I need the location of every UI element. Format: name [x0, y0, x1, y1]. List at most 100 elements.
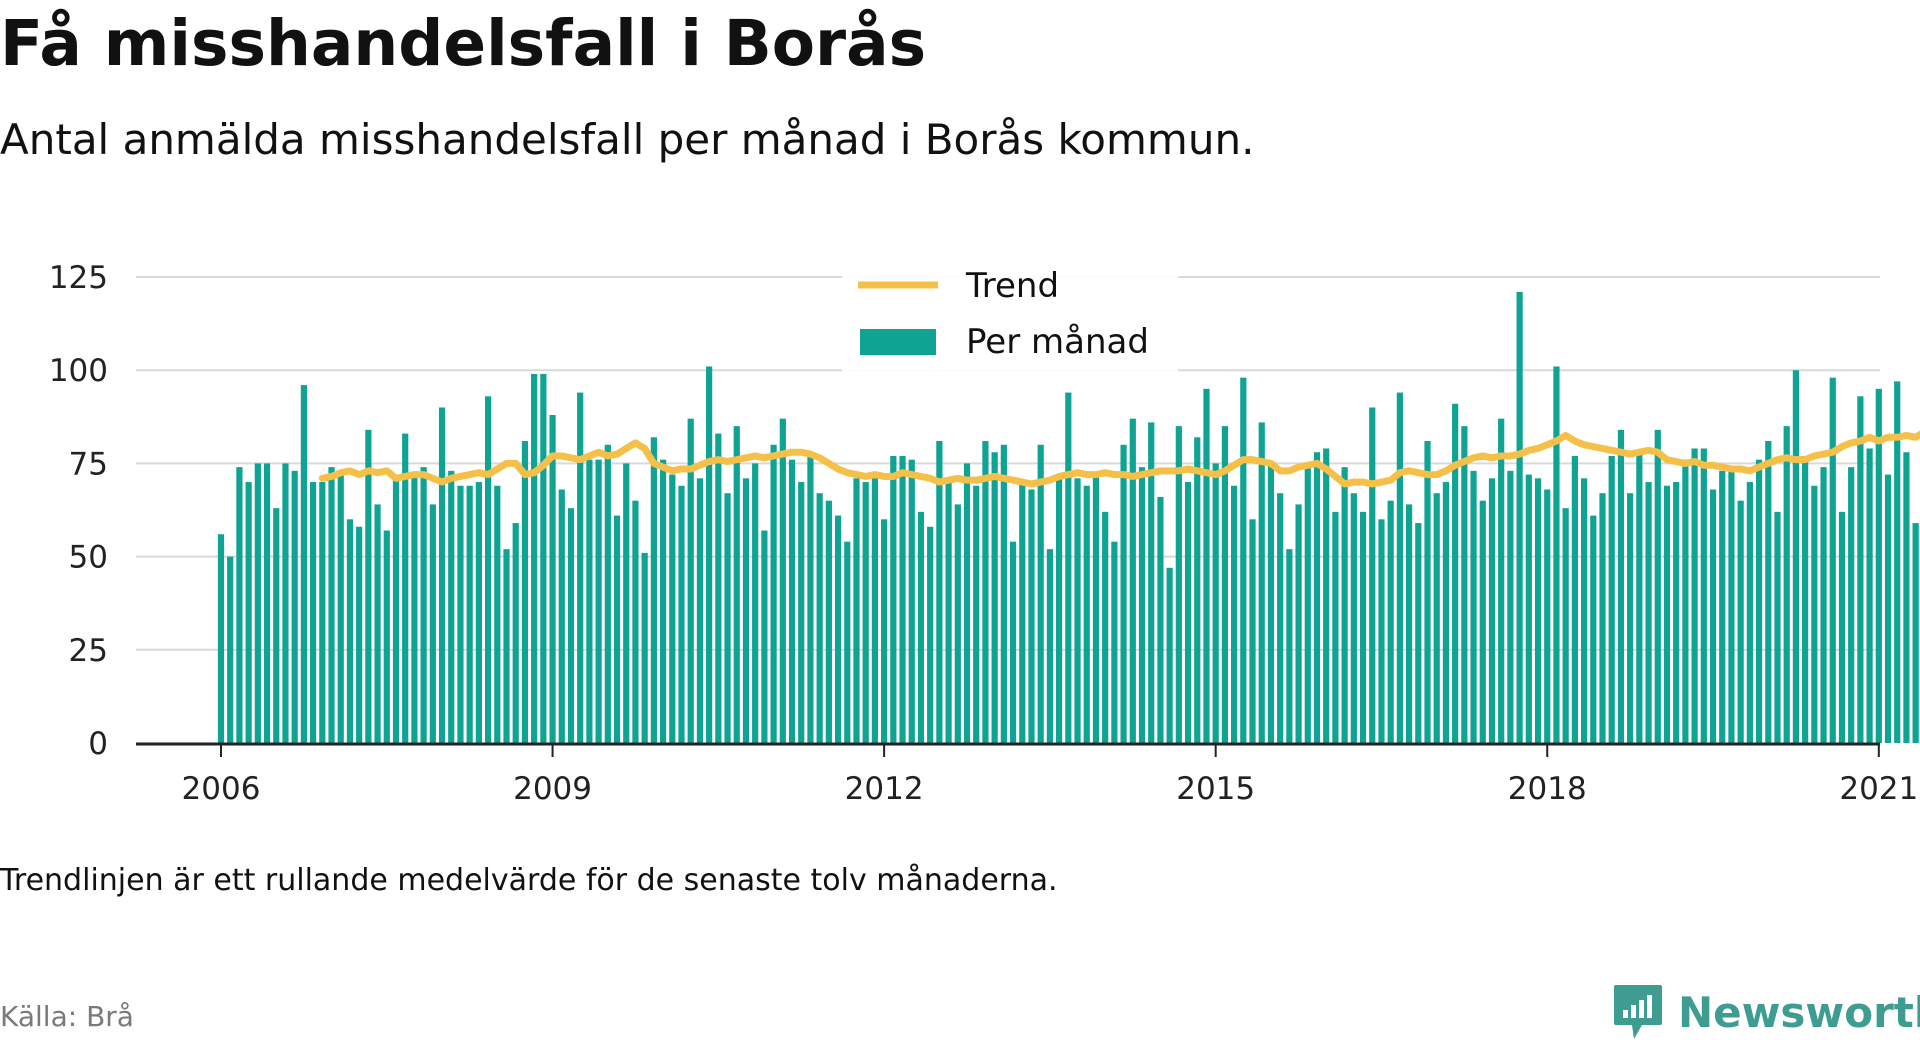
bar — [567, 508, 575, 743]
bar — [236, 467, 243, 743]
bar — [1673, 482, 1680, 743]
bar — [1654, 429, 1661, 743]
bar — [1258, 422, 1265, 743]
bar — [1811, 485, 1818, 743]
bar — [706, 366, 713, 743]
bar — [1350, 493, 1357, 743]
y-tick-label: 0 — [88, 726, 108, 762]
bar — [816, 493, 823, 743]
bar — [1194, 437, 1201, 743]
bar — [1580, 478, 1588, 743]
bar — [227, 556, 234, 743]
bar — [549, 414, 556, 743]
bar — [1433, 493, 1440, 743]
bar — [1746, 482, 1753, 743]
bar — [1203, 388, 1210, 743]
y-tick-label: 50 — [69, 540, 108, 576]
bar — [466, 485, 473, 743]
bar — [632, 500, 639, 743]
bar — [1046, 549, 1053, 743]
bar — [890, 455, 897, 743]
bar — [1792, 370, 1800, 743]
bar — [531, 373, 538, 743]
bar — [1277, 493, 1284, 743]
bar — [457, 485, 464, 743]
bar — [282, 463, 289, 743]
bar — [392, 474, 400, 743]
bar — [484, 396, 492, 743]
source-label: Källa: Brå — [0, 1000, 134, 1033]
bar — [1295, 504, 1302, 743]
bar — [1019, 482, 1026, 743]
bar — [1000, 444, 1007, 743]
bar — [1148, 422, 1155, 743]
bar — [936, 441, 943, 743]
bar — [1461, 426, 1468, 743]
bar — [1369, 407, 1376, 743]
bar — [1590, 515, 1597, 743]
bar — [1092, 474, 1100, 743]
bar — [383, 530, 390, 743]
bar — [1074, 478, 1081, 743]
bar — [1765, 441, 1772, 743]
bar — [807, 452, 814, 743]
bar — [1516, 291, 1523, 743]
bar — [558, 489, 565, 743]
bar — [862, 482, 869, 743]
legend-bar-label: Per månad — [966, 322, 1149, 362]
x-tick-label: 2009 — [513, 771, 592, 800]
bar — [1783, 426, 1790, 743]
bar — [1636, 452, 1643, 743]
x-axis-ticks: 2006200920122015201820212023 — [182, 745, 1918, 800]
y-axis-ticks: 0 25 50 75 100 125 — [49, 260, 108, 762]
bar — [1848, 467, 1855, 743]
bar — [1221, 426, 1228, 743]
bar — [1056, 474, 1063, 743]
chart-subtitle: Antal anmälda misshandelsfall per månad … — [0, 115, 1255, 164]
bar — [1037, 444, 1044, 743]
bar — [687, 418, 694, 743]
bar — [1332, 511, 1339, 743]
bar — [1507, 470, 1514, 743]
bar — [613, 515, 621, 743]
bar — [448, 470, 455, 743]
bar — [273, 508, 280, 743]
chart-note: Trendlinjen är ett rullande medelvärde f… — [0, 863, 1058, 898]
bar — [254, 463, 261, 743]
bar — [1617, 429, 1625, 743]
bar — [1884, 474, 1892, 743]
bar — [346, 519, 354, 743]
bar — [540, 373, 547, 743]
bar — [319, 482, 326, 743]
bar — [356, 526, 363, 743]
legend-trend-label: Trend — [965, 266, 1059, 306]
bar — [945, 482, 952, 743]
bar — [1323, 448, 1330, 743]
bar-series — [217, 291, 1919, 743]
bar — [761, 530, 768, 743]
bar — [1829, 377, 1836, 743]
x-tick-label: 2012 — [845, 771, 924, 800]
bar — [1415, 523, 1422, 743]
bar — [1691, 448, 1698, 743]
legend: Trend Per månad — [842, 266, 1178, 378]
y-tick-label: 100 — [49, 353, 108, 389]
bar — [1709, 489, 1717, 743]
bar — [1313, 452, 1321, 743]
bar — [1129, 418, 1136, 743]
bar — [1138, 467, 1146, 743]
bar — [1894, 381, 1901, 743]
x-tick-label: 2021 — [1839, 771, 1918, 800]
bar — [1396, 392, 1403, 743]
bar — [724, 493, 731, 743]
bar — [604, 444, 611, 743]
bar — [881, 519, 888, 743]
bar — [1645, 482, 1652, 743]
brand-name: Newsworthy — [1678, 987, 1920, 1037]
bar — [586, 459, 593, 743]
bar — [494, 485, 501, 743]
bar — [1028, 489, 1035, 743]
bar — [1802, 455, 1809, 743]
bar — [1304, 467, 1311, 743]
bar — [1452, 403, 1459, 743]
